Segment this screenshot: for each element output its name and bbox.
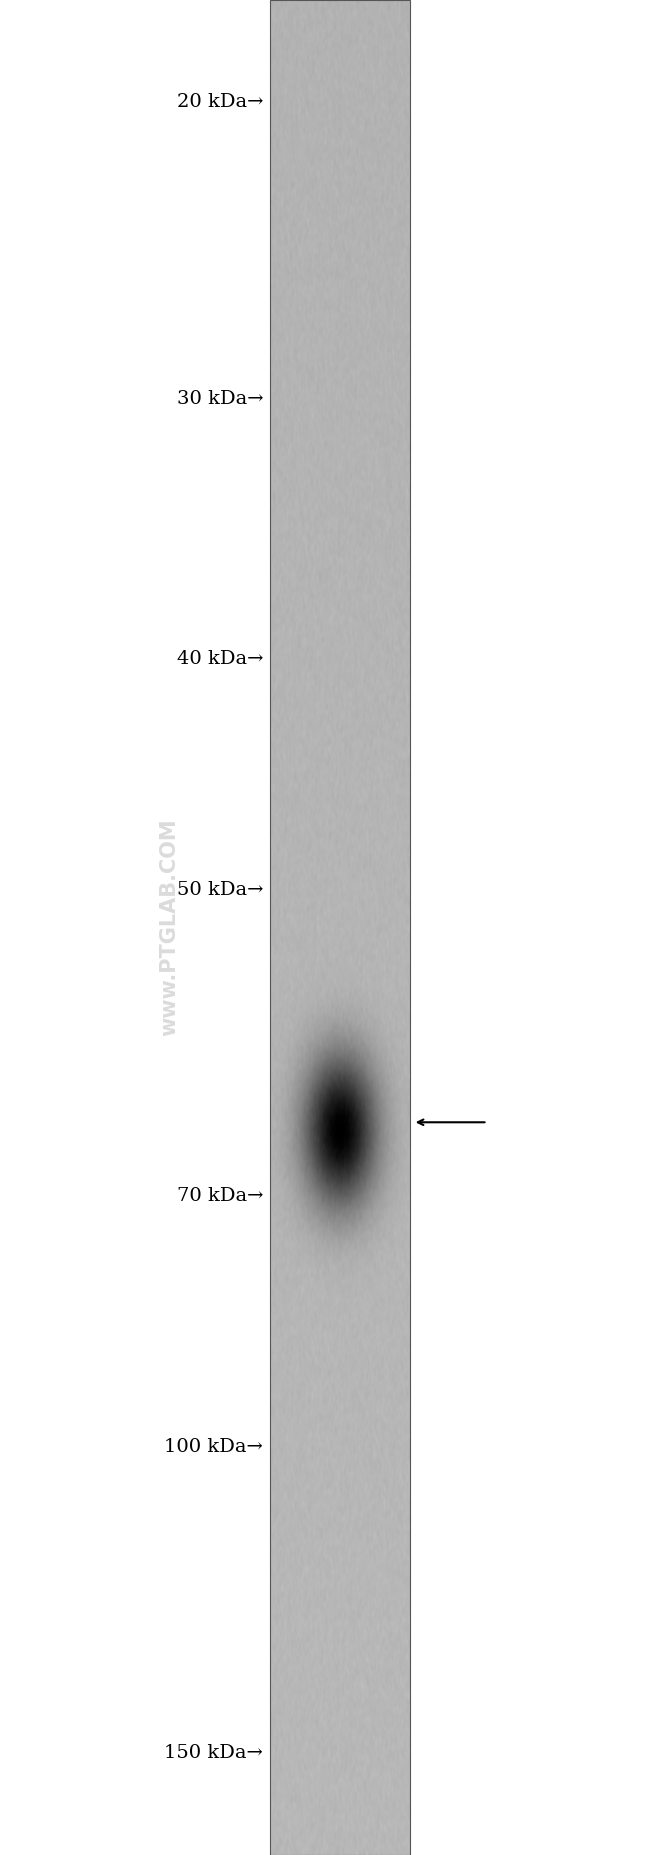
Text: 30 kDa→: 30 kDa→ [177,390,263,408]
Text: 50 kDa→: 50 kDa→ [177,881,263,900]
Text: 20 kDa→: 20 kDa→ [177,93,263,111]
Text: www.PTGLAB.COM: www.PTGLAB.COM [159,818,179,1037]
Text: 40 kDa→: 40 kDa→ [177,649,263,668]
Text: 70 kDa→: 70 kDa→ [177,1187,263,1206]
Text: 150 kDa→: 150 kDa→ [164,1744,263,1762]
Text: 100 kDa→: 100 kDa→ [164,1438,263,1456]
